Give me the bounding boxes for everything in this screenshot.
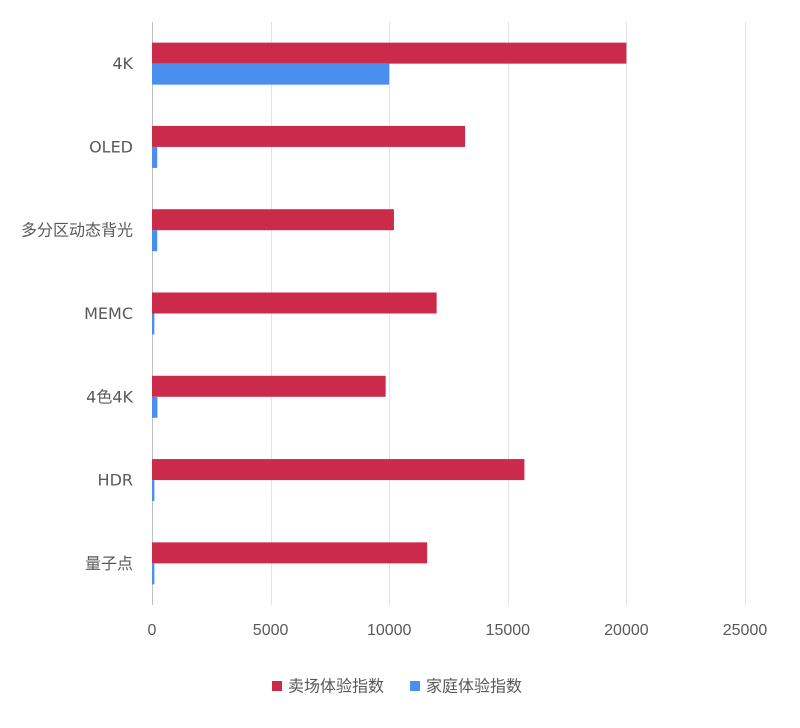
bar-home-0 [152,63,390,85]
x-tick-label: 20000 [604,622,649,639]
bar-home-6 [152,563,155,585]
category-label: HDR [98,471,133,490]
bar-store-2 [152,209,394,231]
bar-store-5 [152,459,525,481]
bar-store-0 [152,42,627,64]
category-label: 多分区动态背光 [21,221,133,240]
x-tick-label: 10000 [367,622,412,639]
bar-home-1 [152,146,158,168]
legend-swatch [410,681,420,691]
legend-label: 卖场体验指数 [288,677,384,696]
bar-store-6 [152,542,428,564]
legend-label: 家庭体验指数 [426,677,522,696]
legend: 卖场体验指数 家庭体验指数 [272,677,522,696]
legend-swatch [272,681,282,691]
x-tick-label: 15000 [486,622,531,639]
x-axis-tick-labels: 0 5000 10000 15000 20000 25000 [148,622,768,639]
category-label: OLED [89,137,133,156]
bar-home-3 [152,313,155,335]
x-tick-label: 0 [148,622,157,639]
bar-home-4 [152,396,158,418]
category-label: 量子点 [85,554,133,573]
category-label: 4色4K [86,387,133,406]
category-label: 4K [112,54,133,73]
bar-store-1 [152,125,466,147]
bar-home-5 [152,480,155,502]
category-labels: 4K OLED 多分区动态背光 MEMC 4色4K HDR 量子点 [21,54,134,573]
bars-layer [152,42,627,585]
category-label: MEMC [84,304,133,323]
bar-store-4 [152,375,386,397]
bar-home-2 [152,230,158,252]
x-tick-label: 5000 [253,622,289,639]
bar-store-3 [152,292,437,314]
x-tick-label: 25000 [723,622,768,639]
